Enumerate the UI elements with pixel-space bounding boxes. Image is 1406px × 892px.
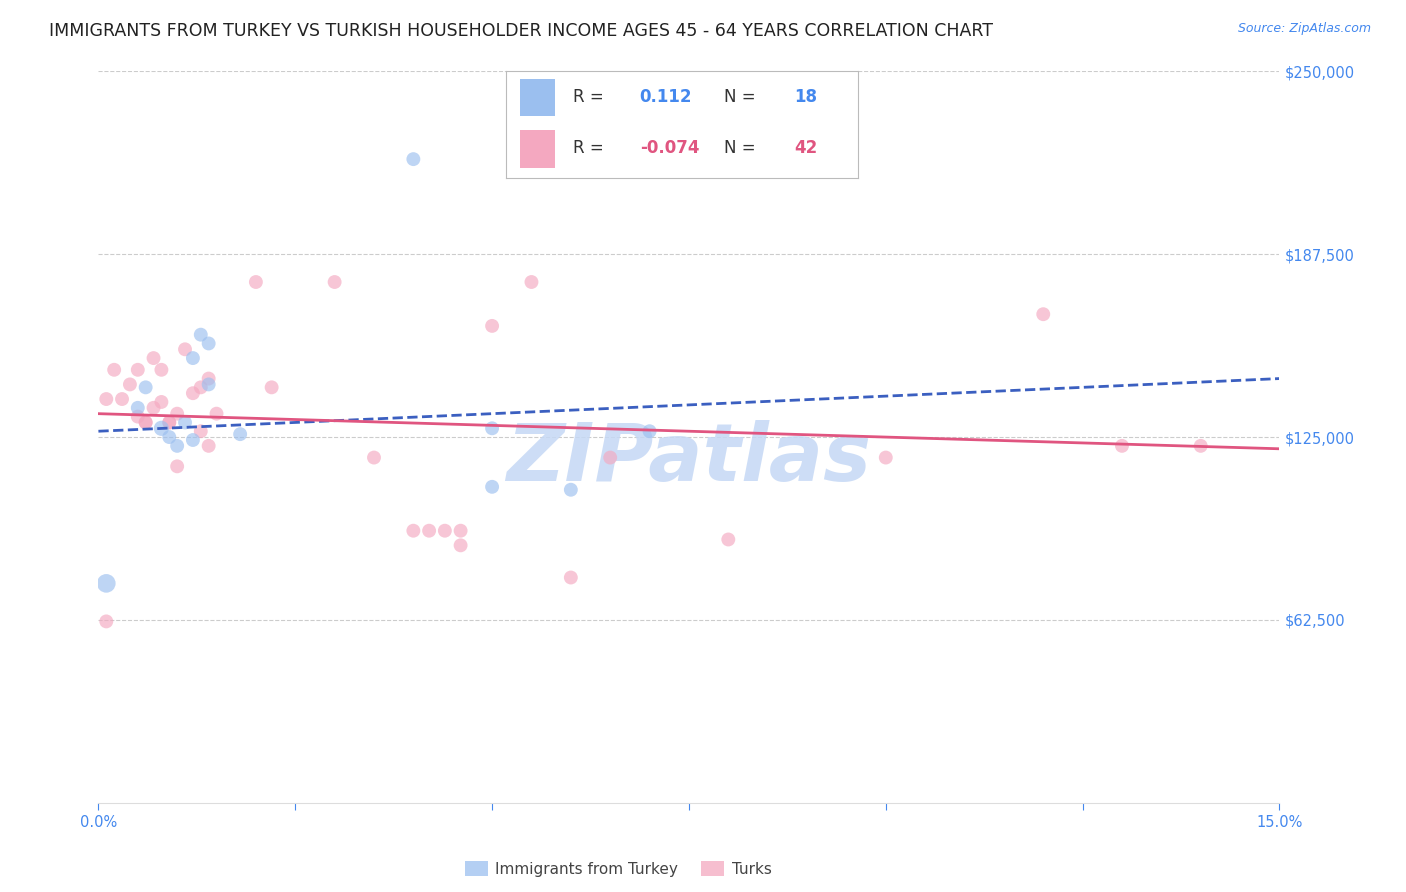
Point <box>402 524 425 538</box>
Point <box>599 450 621 465</box>
Point <box>135 416 157 430</box>
Point <box>717 533 740 547</box>
Point <box>1111 439 1133 453</box>
Point <box>181 351 204 365</box>
Text: -0.074: -0.074 <box>640 139 699 157</box>
Point <box>166 407 188 421</box>
Point <box>157 416 180 430</box>
Point <box>150 421 173 435</box>
Point <box>118 377 141 392</box>
Point <box>142 401 165 415</box>
Point <box>560 570 582 584</box>
Text: R =: R = <box>574 88 609 106</box>
Point <box>174 416 197 430</box>
Point <box>103 363 125 377</box>
Point <box>1032 307 1054 321</box>
Point <box>197 336 219 351</box>
Point <box>96 392 118 406</box>
Point <box>190 327 212 342</box>
Point <box>260 380 283 394</box>
Point <box>96 576 118 591</box>
Point <box>111 392 134 406</box>
Text: Source: ZipAtlas.com: Source: ZipAtlas.com <box>1237 22 1371 36</box>
Point <box>418 524 440 538</box>
Point <box>127 409 149 424</box>
Point <box>560 483 582 497</box>
Point <box>481 318 503 333</box>
Point <box>135 380 157 394</box>
Text: R =: R = <box>574 139 609 157</box>
Point <box>402 152 425 166</box>
Point <box>190 380 212 394</box>
Point <box>96 615 118 629</box>
Text: IMMIGRANTS FROM TURKEY VS TURKISH HOUSEHOLDER INCOME AGES 45 - 64 YEARS CORRELAT: IMMIGRANTS FROM TURKEY VS TURKISH HOUSEH… <box>49 22 993 40</box>
Point <box>481 421 503 435</box>
Point <box>181 386 204 401</box>
Point <box>245 275 267 289</box>
Text: 0.112: 0.112 <box>640 88 692 106</box>
Point <box>142 351 165 365</box>
Point <box>875 450 897 465</box>
Point <box>190 424 212 438</box>
Point <box>638 424 661 438</box>
Point <box>323 275 346 289</box>
Point <box>197 371 219 385</box>
Point <box>166 459 188 474</box>
Point <box>166 439 188 453</box>
Text: ZIPatlas: ZIPatlas <box>506 420 872 498</box>
Point <box>433 524 456 538</box>
Point <box>127 363 149 377</box>
Point <box>127 401 149 415</box>
Legend: Immigrants from Turkey, Turks: Immigrants from Turkey, Turks <box>458 855 778 883</box>
Point <box>450 524 472 538</box>
Point <box>150 395 173 409</box>
Point <box>481 480 503 494</box>
Point <box>174 343 197 357</box>
Text: 18: 18 <box>794 88 817 106</box>
Point <box>229 427 252 442</box>
Point <box>363 450 385 465</box>
Point <box>150 363 173 377</box>
Point <box>197 377 219 392</box>
Point <box>520 275 543 289</box>
Text: 42: 42 <box>794 139 818 157</box>
Point <box>157 416 180 430</box>
Point <box>205 407 228 421</box>
Point <box>450 538 472 552</box>
Bar <box>520 130 555 168</box>
Point <box>157 430 180 444</box>
Bar <box>520 78 555 116</box>
Point <box>135 416 157 430</box>
Text: N =: N = <box>724 139 761 157</box>
Point <box>1189 439 1212 453</box>
Point <box>181 433 204 447</box>
Point <box>197 439 219 453</box>
Text: N =: N = <box>724 88 761 106</box>
